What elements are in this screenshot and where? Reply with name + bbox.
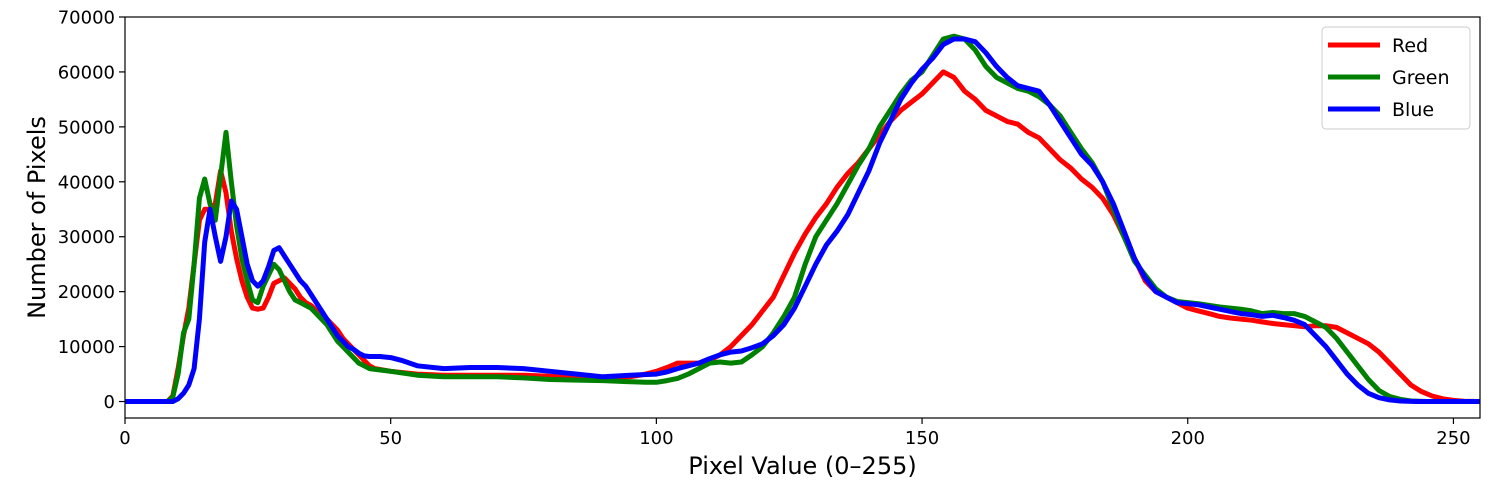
- x-tick-label: 250: [1436, 428, 1470, 449]
- y-tick-label: 70000: [58, 8, 115, 29]
- x-tick-label: 50: [379, 428, 402, 449]
- series-line-blue: [125, 36, 1480, 404]
- y-axis-label: Number of Pixels: [23, 116, 51, 319]
- legend-label-green: Green: [1392, 67, 1450, 89]
- y-axis: 0 10000 20000 30000 40000 50000 60000 70000: [58, 8, 125, 413]
- x-tick-label: 100: [639, 428, 673, 449]
- y-tick-label: 50000: [58, 117, 115, 138]
- series-line-green: [125, 33, 1480, 404]
- x-tick-label: 0: [119, 428, 130, 449]
- y-tick-label: 30000: [58, 227, 115, 248]
- x-tick-label: 150: [905, 428, 939, 449]
- x-axis: 0 50 100 150 200 250: [119, 418, 1471, 449]
- series-line-red: [125, 69, 1480, 404]
- y-tick-label: 10000: [58, 337, 115, 358]
- y-tick-label: 40000: [58, 172, 115, 193]
- x-tick-label: 200: [1171, 428, 1205, 449]
- legend-label-red: Red: [1392, 35, 1428, 57]
- y-tick-label: 60000: [58, 62, 115, 83]
- x-axis-label: Pixel Value (0–255): [688, 452, 916, 480]
- y-tick-label: 0: [104, 392, 115, 413]
- legend-box: [1321, 26, 1471, 130]
- series-layer: [125, 33, 1480, 404]
- plot-frame: [124, 16, 1481, 419]
- legend-label-blue: Blue: [1392, 99, 1434, 121]
- y-tick-label: 20000: [58, 282, 115, 303]
- legend: Red Green Blue: [1321, 26, 1471, 130]
